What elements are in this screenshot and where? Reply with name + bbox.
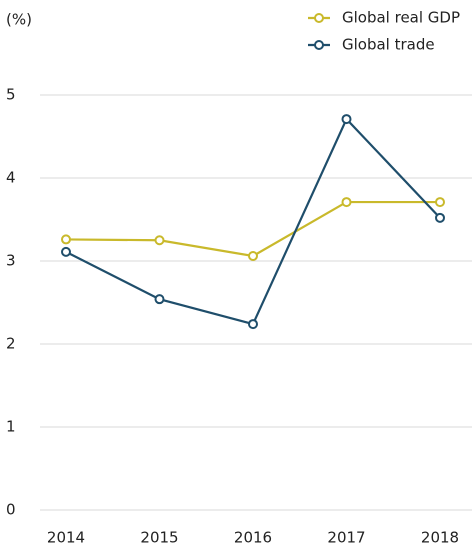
point — [341, 114, 352, 125]
y-tick-label: 1 — [6, 418, 16, 436]
point — [435, 212, 445, 223]
point — [61, 234, 71, 245]
y-tick-label: 4 — [6, 169, 16, 187]
series-line — [65, 117, 441, 326]
point — [154, 235, 165, 246]
x-tick-label: 2016 — [234, 529, 272, 547]
point — [61, 246, 71, 257]
y-tick-label: 5 — [6, 86, 16, 104]
x-tick-label: 2014 — [47, 529, 85, 547]
x-tick-label: 2015 — [140, 529, 178, 547]
point — [248, 251, 258, 262]
legend-marker — [314, 40, 324, 50]
point — [248, 319, 258, 330]
point — [154, 294, 165, 305]
legend-label: Global real GDP — [342, 9, 460, 27]
y-axis-label: (%) — [6, 11, 32, 29]
y-tick-label: 0 — [6, 501, 16, 519]
point — [341, 197, 352, 208]
y-tick-label: 3 — [6, 252, 16, 270]
legend-label: Global trade — [342, 36, 435, 54]
point — [435, 197, 445, 208]
x-tick-label: 2017 — [327, 529, 365, 547]
legend-marker — [314, 13, 324, 23]
y-tick-label: 2 — [6, 335, 16, 353]
series-line — [65, 200, 440, 258]
x-tick-label: 2018 — [421, 529, 459, 547]
